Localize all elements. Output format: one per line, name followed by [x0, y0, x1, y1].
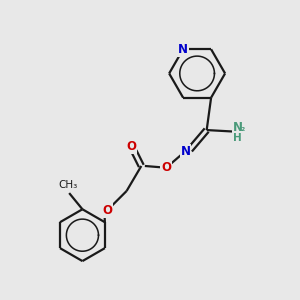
Text: N: N [232, 122, 243, 134]
Text: CH₃: CH₃ [58, 180, 77, 190]
Text: O: O [103, 204, 112, 217]
Text: N: N [178, 43, 188, 56]
Text: ₂: ₂ [241, 123, 245, 133]
Text: H: H [233, 133, 242, 143]
Text: N: N [181, 145, 190, 158]
Text: O: O [161, 161, 171, 174]
Text: O: O [126, 140, 136, 153]
